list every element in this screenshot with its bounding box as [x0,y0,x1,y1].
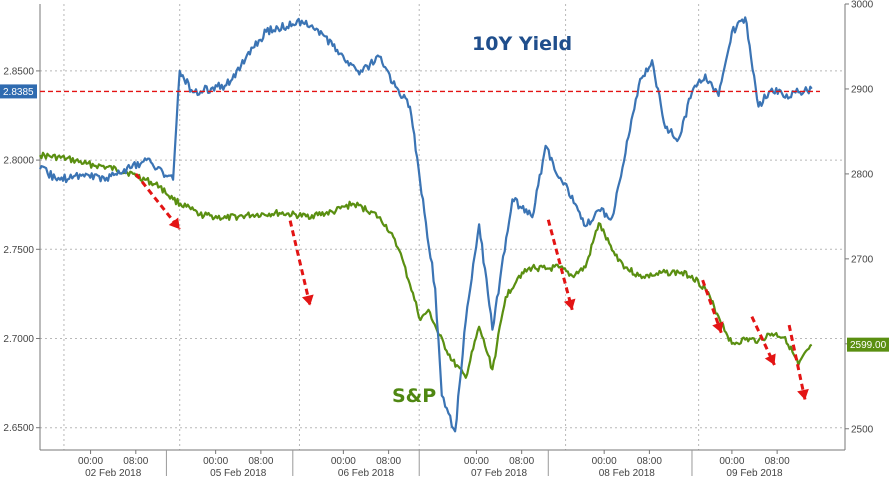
x-date-label: 02 Feb 2018 [85,468,142,479]
series-lines [39,16,813,433]
left-tick-label: 2.6500 [3,423,34,434]
last-value-badge [847,337,889,352]
x-tick-label: 00:00 [719,456,744,467]
x-date-label: 08 Feb 2018 [599,468,656,479]
x-tick-label: 08:00 [123,456,148,467]
axes: 2.65002.70002.75002.80002.85002500260027… [3,0,873,479]
right-tick-label: 2500 [851,424,874,435]
left-tick-label: 2.7000 [3,334,34,345]
x-date-label: 06 Feb 2018 [338,468,395,479]
trend-arrow-head [797,388,809,400]
x-tick-label: 00:00 [203,456,228,467]
yield-series-line [39,16,813,433]
trend-arrow-shaft [546,219,574,311]
reference-value-label: 2.8385 [3,87,34,98]
x-tick-label: 08:00 [248,456,273,467]
x-date-label: 09 Feb 2018 [726,468,783,479]
x-tick-label: 00:00 [592,456,617,467]
trend-arrow-shaft [134,172,181,231]
trend-arrow-head [712,321,724,333]
left-tick-label: 2.7500 [3,245,34,256]
reference-value-badge [0,84,37,99]
x-tick-label: 08:00 [509,456,534,467]
x-date-label: 07 Feb 2018 [471,468,528,479]
trend-arrow-shaft [288,220,312,306]
trend-arrows [134,172,809,401]
trend-arrow-head [764,353,776,366]
left-tick-label: 2.8500 [3,66,34,77]
trend-arrow-head [563,298,576,310]
trend-arrow-shaft [787,324,807,401]
x-tick-label: 08:00 [765,456,790,467]
x-tick-label: 08:00 [376,456,401,467]
right-tick-label: 2900 [851,84,874,95]
reference-line-group: 2.8385 2599.00 [0,84,889,352]
x-tick-label: 00:00 [78,456,103,467]
x-tick-label: 08:00 [637,456,662,467]
right-tick-label: 3000 [851,0,874,11]
grid-lines [40,4,845,450]
right-tick-label: 2700 [851,254,874,265]
x-tick-label: 00:00 [331,456,356,467]
sp-series-label: S&P [392,385,436,407]
yield-series-label: 10Y Yield [472,33,572,55]
right-tick-label: 2800 [851,169,874,180]
left-tick-label: 2.8000 [3,156,34,167]
trend-arrow-head [301,294,314,306]
labels: 10Y Yield S&P [392,33,572,407]
last-value-label: 2599.00 [850,340,887,351]
x-date-label: 05 Feb 2018 [210,468,267,479]
x-tick-label: 00:00 [464,456,489,467]
trend-arrow-head [168,217,180,230]
sp-series-line [39,151,813,379]
